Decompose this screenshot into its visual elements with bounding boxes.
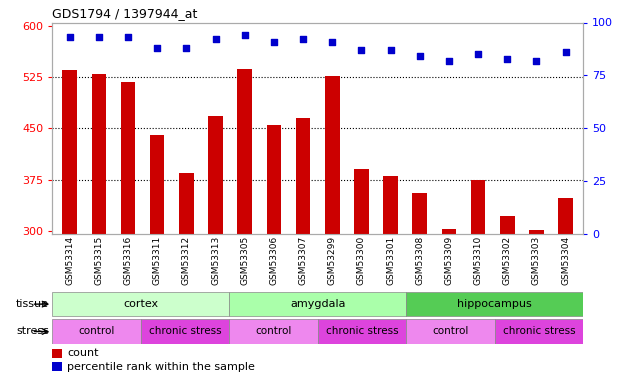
- Text: control: control: [255, 327, 292, 336]
- Bar: [208, 116, 223, 234]
- Text: percentile rank within the sample: percentile rank within the sample: [67, 362, 255, 372]
- Text: GSM53313: GSM53313: [211, 236, 220, 285]
- Bar: [179, 173, 194, 234]
- Text: stress: stress: [16, 327, 49, 336]
- Bar: [354, 170, 369, 234]
- Text: GSM53301: GSM53301: [386, 236, 395, 285]
- Bar: [91, 74, 106, 234]
- Bar: [52, 349, 61, 358]
- Point: [386, 47, 396, 53]
- Bar: [266, 125, 281, 234]
- Text: GSM53306: GSM53306: [270, 236, 278, 285]
- Text: control: control: [78, 327, 115, 336]
- Point: [327, 39, 337, 45]
- Point: [65, 34, 75, 40]
- FancyBboxPatch shape: [406, 292, 583, 316]
- Text: chronic stress: chronic stress: [148, 327, 221, 336]
- Bar: [325, 76, 340, 234]
- Point: [269, 39, 279, 45]
- Text: tissue: tissue: [16, 299, 49, 309]
- FancyBboxPatch shape: [52, 319, 140, 344]
- Text: GSM53314: GSM53314: [65, 236, 74, 285]
- FancyBboxPatch shape: [494, 319, 583, 344]
- Point: [181, 45, 191, 51]
- Text: cortex: cortex: [123, 299, 158, 309]
- Point: [473, 51, 483, 57]
- Point: [356, 47, 366, 53]
- Text: GSM53309: GSM53309: [445, 236, 453, 285]
- Text: GSM53304: GSM53304: [561, 236, 570, 285]
- Text: count: count: [67, 348, 99, 358]
- Bar: [529, 230, 544, 234]
- Text: chronic stress: chronic stress: [325, 327, 398, 336]
- Text: control: control: [432, 327, 469, 336]
- Text: GSM53303: GSM53303: [532, 236, 541, 285]
- Point: [240, 32, 250, 38]
- Bar: [500, 216, 515, 234]
- Text: GSM53316: GSM53316: [124, 236, 132, 285]
- Bar: [120, 82, 135, 234]
- Bar: [442, 229, 456, 234]
- Point: [444, 58, 454, 64]
- Point: [415, 53, 425, 59]
- Text: GSM53300: GSM53300: [357, 236, 366, 285]
- Bar: [150, 135, 165, 234]
- Bar: [296, 118, 310, 234]
- Bar: [412, 194, 427, 234]
- Bar: [52, 362, 61, 371]
- FancyBboxPatch shape: [229, 319, 317, 344]
- FancyBboxPatch shape: [52, 292, 229, 316]
- Text: GDS1794 / 1397944_at: GDS1794 / 1397944_at: [52, 7, 197, 20]
- Bar: [237, 69, 252, 234]
- Bar: [62, 70, 77, 234]
- Point: [94, 34, 104, 40]
- Point: [211, 36, 220, 42]
- Bar: [383, 176, 398, 234]
- Text: GSM53305: GSM53305: [240, 236, 249, 285]
- Point: [123, 34, 133, 40]
- Text: GSM53302: GSM53302: [503, 236, 512, 285]
- FancyBboxPatch shape: [229, 292, 406, 316]
- Text: hippocampus: hippocampus: [457, 299, 532, 309]
- Text: GSM53312: GSM53312: [182, 236, 191, 285]
- Text: GSM53311: GSM53311: [153, 236, 161, 285]
- Point: [502, 56, 512, 62]
- FancyBboxPatch shape: [317, 319, 406, 344]
- Text: chronic stress: chronic stress: [502, 327, 575, 336]
- Bar: [558, 198, 573, 234]
- Text: GSM53315: GSM53315: [94, 236, 103, 285]
- Bar: [471, 180, 486, 234]
- Point: [152, 45, 162, 51]
- Text: GSM53310: GSM53310: [474, 236, 483, 285]
- Text: GSM53307: GSM53307: [299, 236, 307, 285]
- Text: GSM53308: GSM53308: [415, 236, 424, 285]
- FancyBboxPatch shape: [406, 319, 494, 344]
- Text: amygdala: amygdala: [290, 299, 345, 309]
- Text: GSM53299: GSM53299: [328, 236, 337, 285]
- Point: [561, 49, 571, 55]
- Point: [298, 36, 308, 42]
- FancyBboxPatch shape: [140, 319, 229, 344]
- Point: [532, 58, 542, 64]
